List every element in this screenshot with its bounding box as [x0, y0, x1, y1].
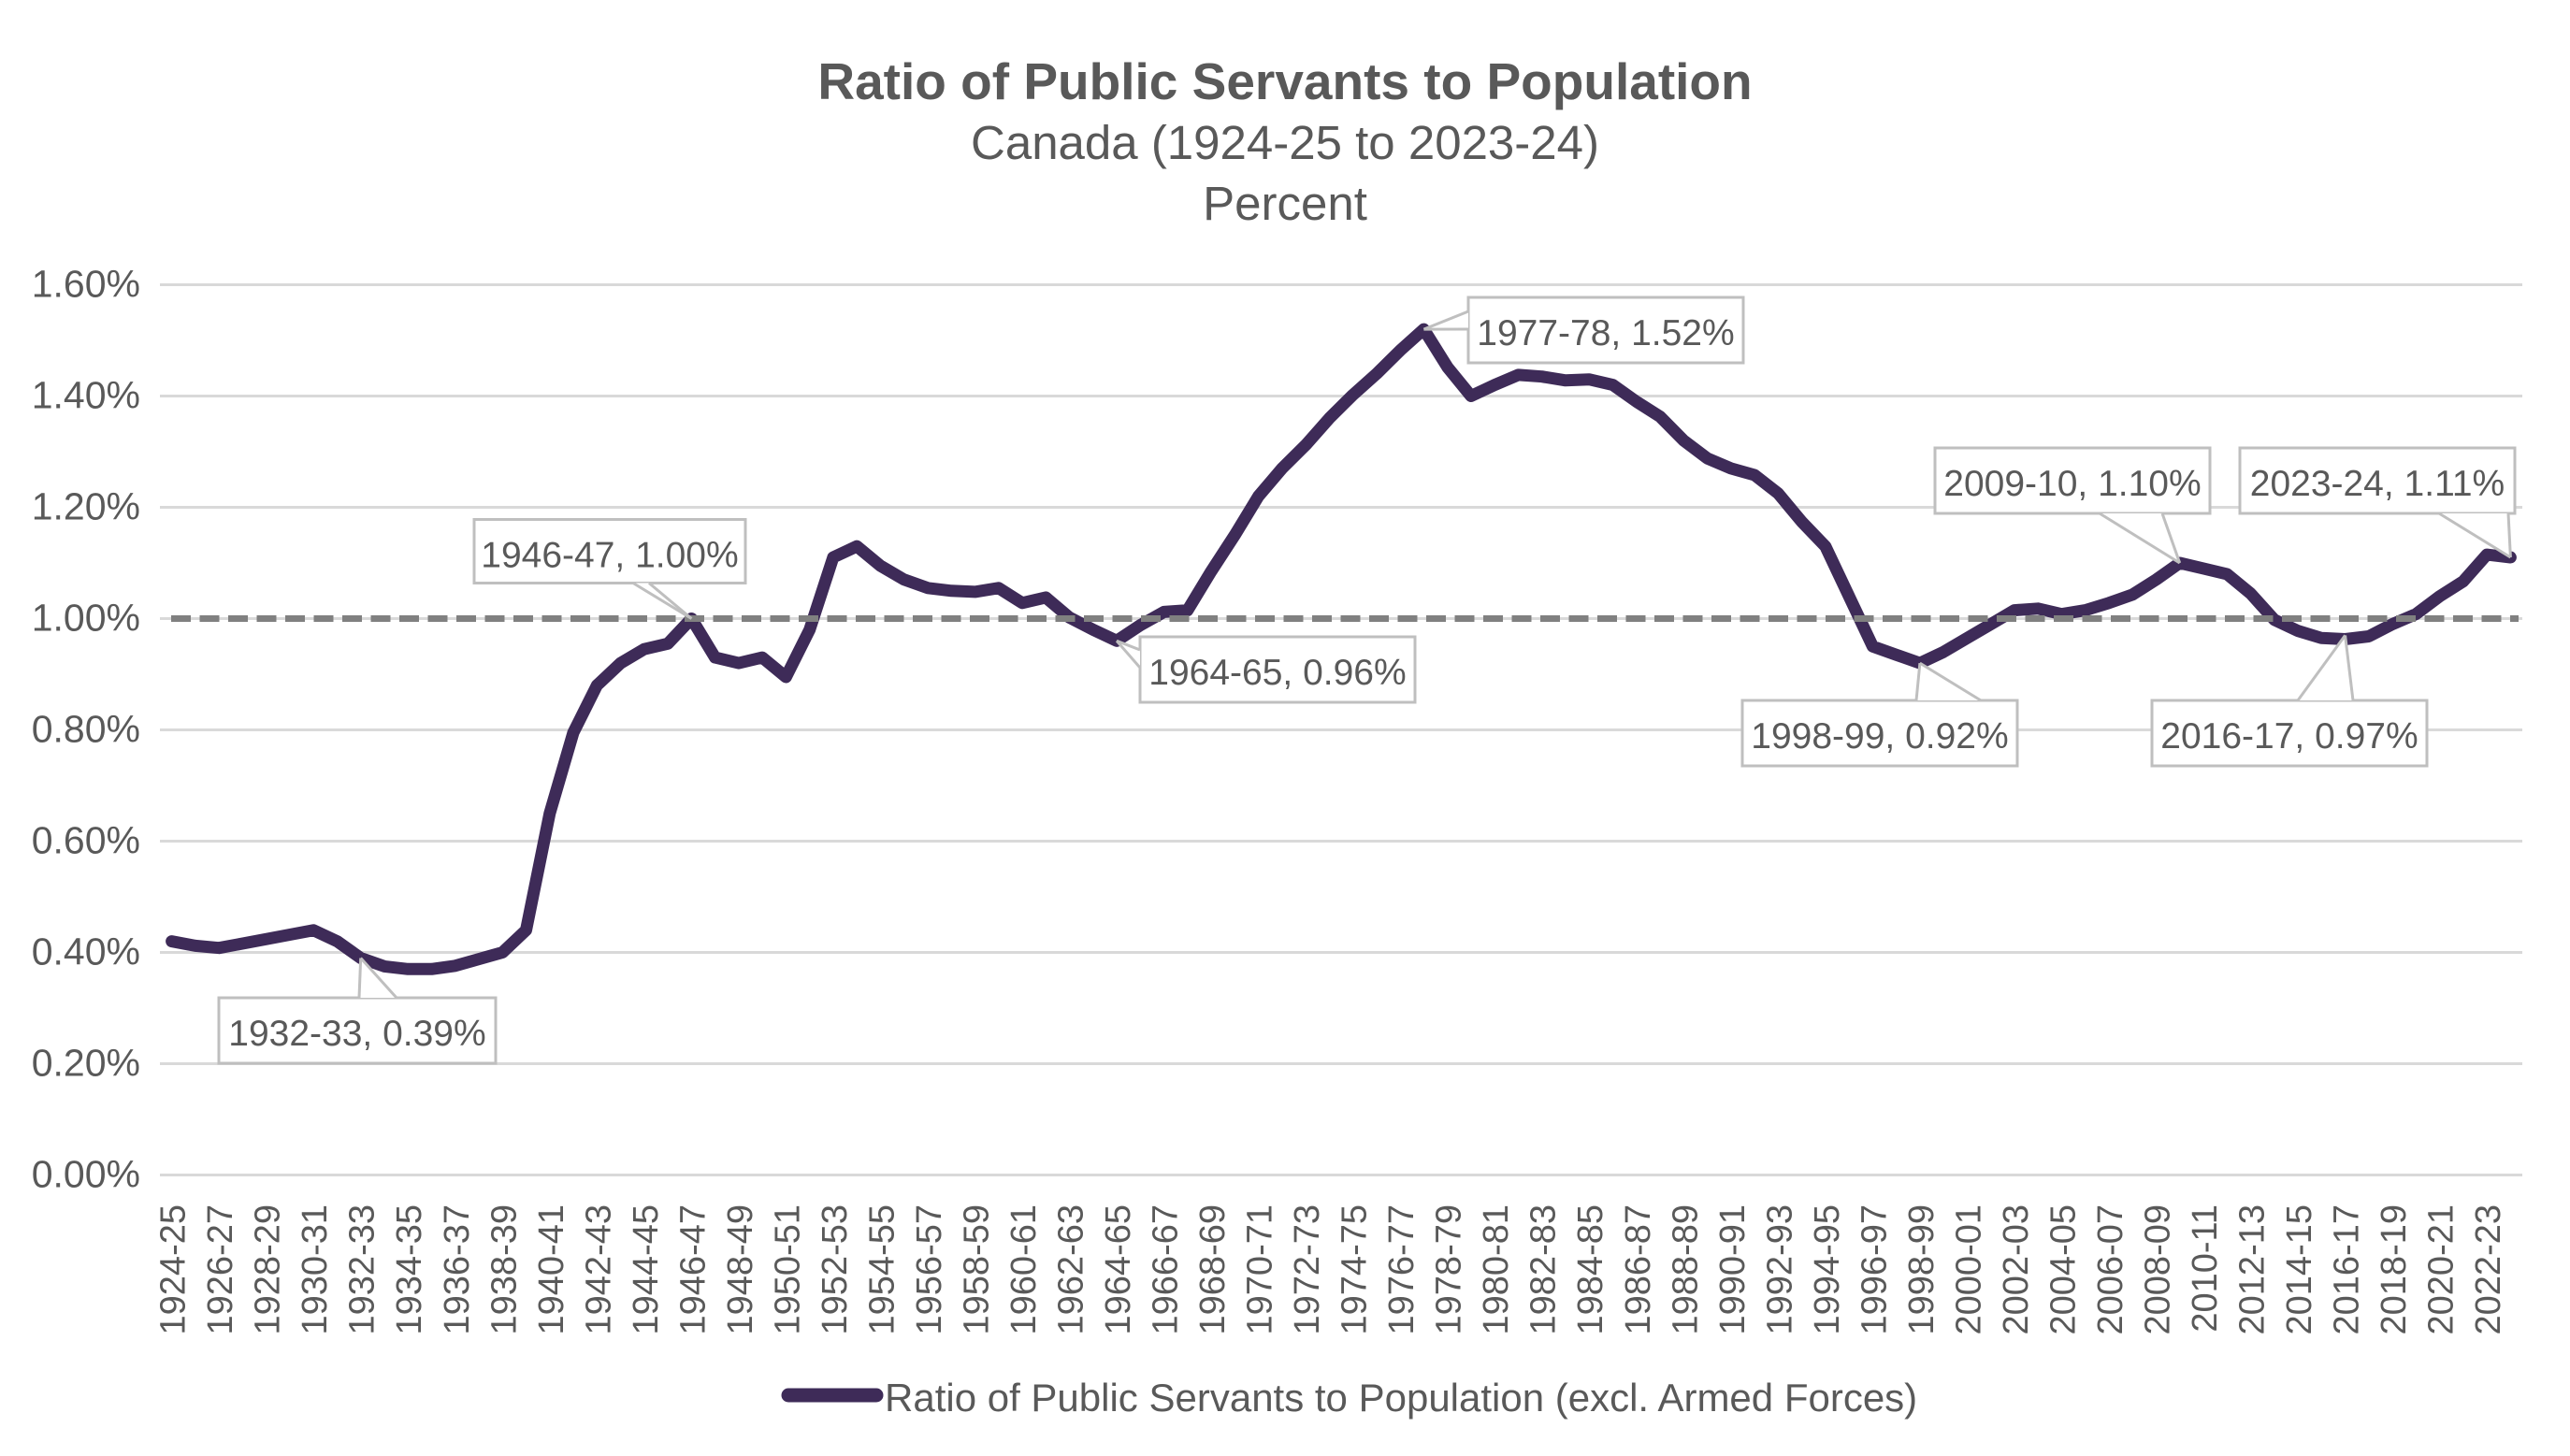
svg-text:1980-81: 1980-81 [1477, 1204, 1516, 1334]
svg-text:2018-19: 2018-19 [2375, 1204, 2414, 1334]
svg-text:1996-97: 1996-97 [1855, 1204, 1894, 1334]
svg-text:1988-89: 1988-89 [1666, 1204, 1705, 1334]
svg-text:1962-63: 1962-63 [1052, 1204, 1091, 1334]
svg-text:2016-17: 2016-17 [2328, 1204, 2367, 1334]
svg-text:2022-23: 2022-23 [2469, 1204, 2508, 1334]
svg-text:1998-99: 1998-99 [1902, 1204, 1942, 1334]
svg-text:1956-57: 1956-57 [910, 1204, 949, 1334]
svg-text:0.80%: 0.80% [32, 708, 140, 751]
svg-text:1950-51: 1950-51 [768, 1204, 807, 1334]
svg-text:2006-07: 2006-07 [2091, 1204, 2130, 1334]
svg-text:1926-27: 1926-27 [201, 1204, 240, 1334]
svg-text:2014-15: 2014-15 [2280, 1204, 2319, 1334]
svg-text:2023-24, 1.11%: 2023-24, 1.11% [2250, 464, 2505, 504]
svg-text:1974-75: 1974-75 [1336, 1204, 1375, 1334]
svg-text:Canada (1924-25 to 2023-24): Canada (1924-25 to 2023-24) [971, 116, 1599, 169]
svg-text:1.60%: 1.60% [32, 263, 140, 306]
svg-text:Ratio of Public Servants to Po: Ratio of Public Servants to Population [817, 52, 1752, 110]
svg-text:2004-05: 2004-05 [2043, 1204, 2083, 1334]
svg-text:2020-21: 2020-21 [2422, 1204, 2462, 1334]
svg-text:1938-39: 1938-39 [484, 1204, 524, 1334]
svg-text:2008-09: 2008-09 [2139, 1204, 2178, 1334]
svg-text:1958-59: 1958-59 [958, 1204, 997, 1334]
svg-text:1970-71: 1970-71 [1241, 1204, 1280, 1334]
svg-text:1948-49: 1948-49 [721, 1204, 760, 1334]
svg-text:1982-83: 1982-83 [1524, 1204, 1564, 1334]
svg-text:Percent: Percent [1203, 177, 1367, 230]
svg-text:1.20%: 1.20% [32, 485, 140, 528]
svg-text:1964-65, 0.96%: 1964-65, 0.96% [1148, 653, 1406, 693]
svg-text:1.00%: 1.00% [32, 597, 140, 640]
svg-text:2009-10, 1.10%: 2009-10, 1.10% [1943, 464, 2201, 504]
svg-text:1940-41: 1940-41 [532, 1204, 571, 1334]
svg-text:1966-67: 1966-67 [1147, 1204, 1186, 1334]
svg-text:1932-33, 0.39%: 1932-33, 0.39% [228, 1014, 485, 1054]
svg-text:1977-78, 1.52%: 1977-78, 1.52% [1477, 313, 1734, 353]
svg-text:1976-77: 1976-77 [1382, 1204, 1422, 1334]
svg-text:1990-91: 1990-91 [1713, 1204, 1753, 1334]
svg-text:1978-79: 1978-79 [1430, 1204, 1469, 1334]
svg-text:1942-43: 1942-43 [579, 1204, 618, 1334]
svg-text:1936-37: 1936-37 [438, 1204, 477, 1334]
svg-text:2002-03: 2002-03 [1997, 1204, 2036, 1334]
svg-text:1944-45: 1944-45 [627, 1204, 666, 1334]
svg-text:1998-99, 0.92%: 1998-99, 0.92% [1751, 716, 2008, 757]
svg-text:1952-53: 1952-53 [816, 1204, 855, 1334]
svg-text:1946-47: 1946-47 [673, 1204, 713, 1334]
svg-text:1934-35: 1934-35 [390, 1204, 429, 1334]
svg-text:1972-73: 1972-73 [1288, 1204, 1327, 1334]
svg-text:0.20%: 0.20% [32, 1042, 140, 1085]
svg-text:Ratio of Public Servants to Po: Ratio of Public Servants to Population (… [885, 1376, 1917, 1420]
svg-text:1954-55: 1954-55 [862, 1204, 902, 1334]
svg-text:1968-69: 1968-69 [1193, 1204, 1233, 1334]
svg-text:0.00%: 0.00% [32, 1153, 140, 1196]
svg-text:2016-17, 0.97%: 2016-17, 0.97% [2160, 716, 2418, 757]
svg-text:1994-95: 1994-95 [1808, 1204, 1847, 1334]
svg-text:1924-25: 1924-25 [154, 1204, 194, 1334]
svg-text:1964-65: 1964-65 [1099, 1204, 1138, 1334]
svg-text:1946-47, 1.00%: 1946-47, 1.00% [481, 536, 738, 576]
svg-text:1986-87: 1986-87 [1619, 1204, 1658, 1334]
svg-text:1932-33: 1932-33 [343, 1204, 383, 1334]
svg-text:2012-13: 2012-13 [2233, 1204, 2273, 1334]
svg-text:0.60%: 0.60% [32, 819, 140, 862]
svg-text:1930-31: 1930-31 [296, 1204, 335, 1334]
svg-text:1960-61: 1960-61 [1004, 1204, 1044, 1334]
svg-text:2000-01: 2000-01 [1949, 1204, 1988, 1334]
svg-text:2010-11: 2010-11 [2186, 1204, 2225, 1333]
svg-text:1928-29: 1928-29 [249, 1204, 288, 1334]
svg-text:1.40%: 1.40% [32, 374, 140, 417]
svg-text:1992-93: 1992-93 [1760, 1204, 1799, 1334]
svg-text:0.40%: 0.40% [32, 930, 140, 973]
svg-text:1984-85: 1984-85 [1571, 1204, 1610, 1334]
